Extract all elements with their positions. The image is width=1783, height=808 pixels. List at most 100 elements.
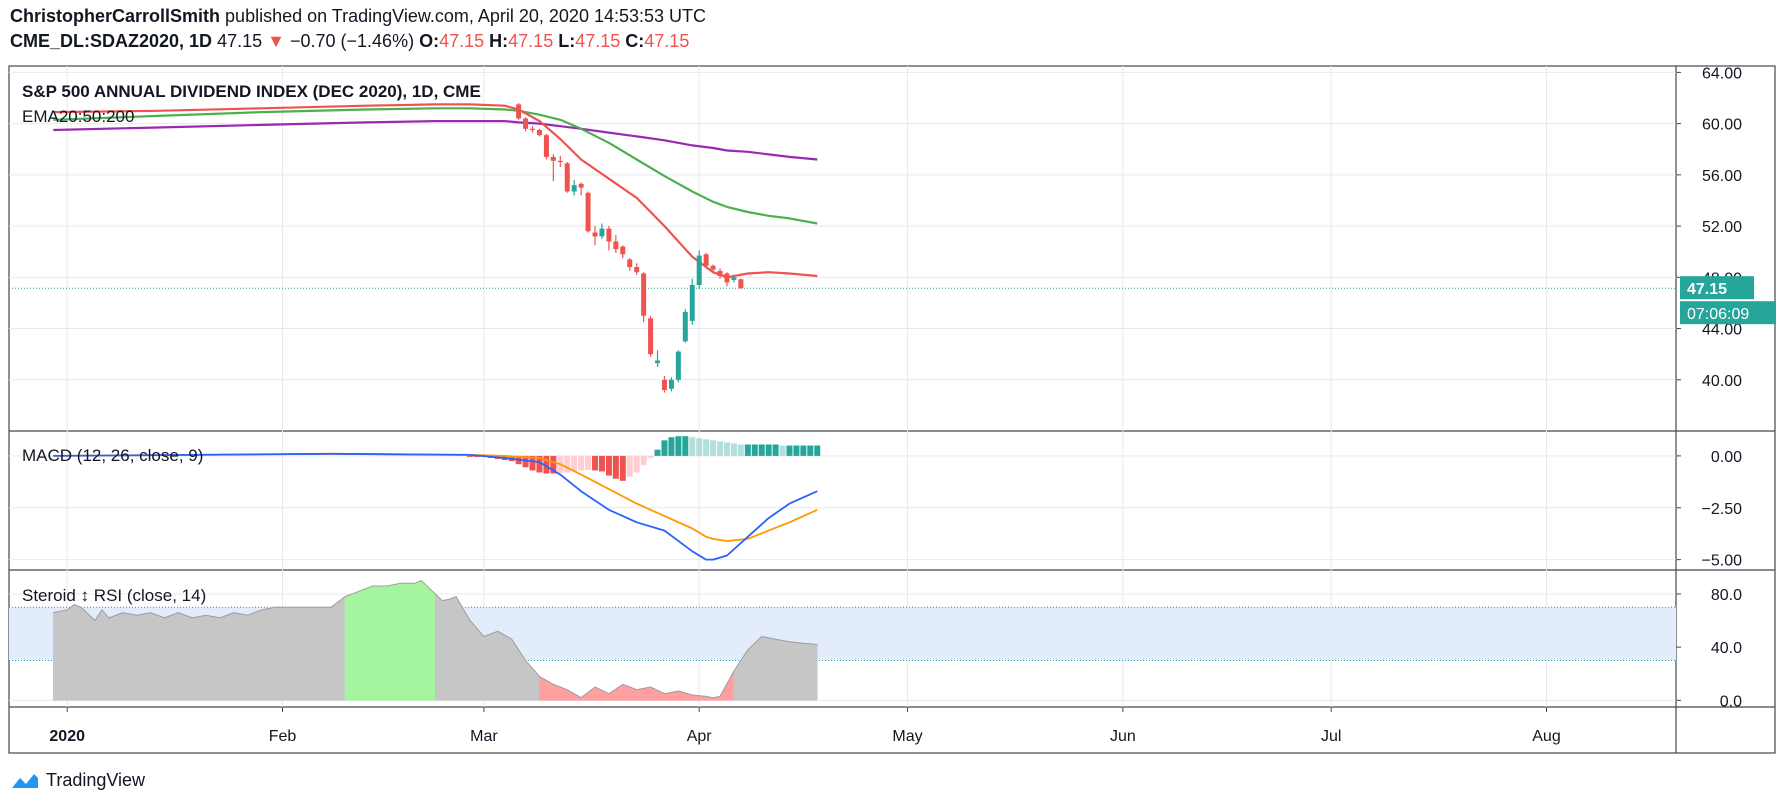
rsi-pane-title: Steroid ↕ RSI (close, 14) (22, 586, 206, 605)
candle-body (599, 228, 605, 237)
candle-body (557, 160, 563, 163)
macd-histogram-bar (647, 455, 654, 458)
rsi-area-segment (483, 630, 499, 701)
chart-frame (8, 65, 1776, 754)
candle-body (571, 185, 577, 192)
rsi-area-segment (94, 608, 103, 701)
x-tick-label: 2020 (49, 728, 85, 745)
macd-histogram-bar (543, 455, 550, 474)
macd-axis-tick-label: 0.00 (1711, 449, 1742, 466)
candle-body (738, 279, 744, 289)
rsi-area-segment (448, 596, 457, 701)
rsi-area-segment (219, 612, 235, 701)
rsi-area-segment (289, 606, 304, 701)
x-tick-label: Aug (1532, 728, 1560, 745)
rsi-area-segment (525, 659, 540, 701)
candle-body (641, 273, 647, 316)
rsi-area-segment (386, 582, 401, 701)
macd-histogram-bar (619, 455, 626, 481)
candle-body (661, 379, 667, 391)
candle-body (606, 228, 612, 242)
candle-body (648, 318, 654, 355)
open-label: O: (419, 31, 440, 51)
x-tick-label: Jun (1110, 728, 1136, 745)
macd-histogram-bar (758, 444, 765, 456)
rsi-area-segment (101, 609, 110, 701)
rsi-area-segment (66, 603, 75, 701)
price-axis-tick-label: 56.00 (1702, 168, 1742, 185)
down-arrow-icon: ▼ (267, 31, 285, 51)
rsi-area-segment (205, 614, 221, 701)
rsi-area-segment (358, 585, 374, 701)
candle-body (668, 379, 674, 389)
rsi-area-segment (441, 598, 450, 701)
macd-histogram-bar (467, 455, 474, 457)
macd-histogram-bar (751, 444, 758, 456)
macd-histogram-bar (550, 455, 557, 474)
macd-histogram-bar (522, 455, 529, 468)
price-axis-tick-label: 60.00 (1702, 117, 1742, 134)
rsi-area-segment (775, 638, 790, 701)
main-pane-title: S&P 500 ANNUAL DIVIDEND INDEX (DEC 2020)… (22, 82, 481, 101)
macd-histogram-bar (737, 444, 744, 456)
x-tick-label: Apr (687, 728, 713, 745)
macd-histogram-bar (585, 455, 592, 471)
ema-indicator-label: EMA20:50:200 (22, 107, 134, 126)
close-value: 47.15 (644, 31, 690, 51)
rsi-area-segment (53, 609, 68, 701)
rsi-axis-tick-label: 40.0 (1711, 640, 1742, 657)
macd-histogram-bar (571, 455, 578, 472)
rsi-line (53, 580, 818, 699)
rsi-area-segment (650, 686, 665, 701)
candle-body (613, 241, 619, 250)
macd-histogram-bar (578, 455, 585, 471)
candle-body (682, 311, 688, 342)
high-label: H: (489, 31, 509, 51)
rsi-area-segment (80, 606, 96, 701)
rsi-area-segment (344, 590, 360, 701)
macd-histogram-bar (675, 436, 682, 456)
rsi-area-segment (372, 585, 387, 701)
price-change: −0.70 (−1.46%) (289, 31, 415, 51)
candle-body (703, 254, 709, 266)
candle-body (516, 104, 522, 119)
rsi-area-segment (678, 690, 693, 701)
tradingview-brand: TradingView (46, 770, 146, 790)
ema20-line (53, 103, 818, 279)
candle-body (717, 270, 723, 277)
rsi-area-segment (191, 614, 207, 701)
open-value: 47.15 (439, 31, 485, 51)
rsi-area-segment (316, 606, 332, 701)
macd-signal-line (53, 452, 818, 542)
close-label: C: (625, 31, 645, 51)
author-name[interactable]: ChristopherCarrollSmith (10, 6, 221, 26)
macd-histogram-bar (536, 455, 543, 473)
candle-body (627, 259, 633, 268)
candle-body (543, 135, 549, 157)
ema50-line (53, 107, 818, 225)
candle-body (523, 118, 529, 129)
rsi-area-segment (789, 641, 804, 701)
symbol-label: CME_DL:SDAZ2020, 1D (10, 31, 213, 51)
macd-line (53, 452, 818, 561)
candle-body (724, 273, 730, 283)
macd-pane-title: MACD (12, 26, close, 9) (22, 446, 203, 465)
macd-histogram-bar (814, 445, 821, 456)
candle-body (585, 192, 591, 232)
macd-histogram-bar (689, 437, 696, 456)
macd-histogram-bar (633, 455, 640, 473)
published-text: published on TradingView.com, April 20, … (225, 6, 707, 26)
candle-body (710, 265, 716, 270)
low-label: L: (558, 31, 576, 51)
macd-histogram-bar (717, 441, 724, 456)
countdown-badge-text: 07:06:09 (1687, 306, 1749, 323)
macd-histogram-bar (682, 436, 689, 456)
x-tick-label: Mar (470, 728, 498, 745)
macd-histogram-bar (654, 449, 661, 456)
rsi-axis-tick-label: 80.0 (1711, 587, 1742, 604)
tradingview-footer[interactable]: TradingView (10, 770, 145, 791)
macd-histogram-bar (668, 437, 675, 456)
price-axis-tick-label: 52.00 (1702, 219, 1742, 236)
macd-histogram-bar (772, 444, 779, 456)
